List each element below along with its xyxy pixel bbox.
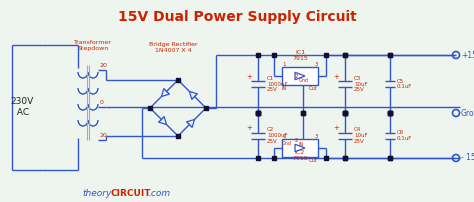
Text: Gnd: Gnd: [282, 141, 292, 146]
Text: CIRCUIT: CIRCUIT: [111, 188, 152, 198]
Text: - 15V: - 15V: [461, 154, 474, 162]
Text: 1: 1: [282, 62, 285, 67]
Text: Out: Out: [309, 158, 318, 163]
Text: theory: theory: [82, 188, 111, 198]
Text: C5
0.1uF: C5 0.1uF: [397, 79, 412, 89]
Text: Ground: Ground: [461, 108, 474, 118]
Text: +: +: [246, 74, 252, 80]
Text: 3: 3: [315, 134, 318, 139]
Text: 20: 20: [100, 133, 108, 138]
Text: 20: 20: [100, 63, 108, 68]
Bar: [282, 67, 318, 85]
Text: C6
0.1uF: C6 0.1uF: [397, 130, 412, 141]
Text: C3
10uF
25V: C3 10uF 25V: [354, 76, 368, 92]
Polygon shape: [162, 89, 169, 97]
Text: IC1
7915: IC1 7915: [292, 50, 308, 61]
Text: Bridge Rectifier
1N4007 X 4: Bridge Rectifier 1N4007 X 4: [149, 42, 197, 53]
Text: C2
1000uF
25V: C2 1000uF 25V: [267, 127, 288, 144]
Text: +: +: [246, 125, 252, 132]
Text: IC2
7915: IC2 7915: [292, 150, 308, 161]
Text: +: +: [333, 74, 339, 80]
Polygon shape: [187, 120, 194, 127]
Text: +: +: [333, 125, 339, 132]
Polygon shape: [159, 117, 166, 124]
Text: Transformer
Stepdown: Transformer Stepdown: [74, 40, 112, 51]
Text: 15V Dual Power Supply Circuit: 15V Dual Power Supply Circuit: [118, 10, 356, 24]
Text: IN: IN: [299, 142, 304, 147]
Text: 1: 1: [282, 134, 285, 139]
Text: 0: 0: [100, 100, 104, 105]
Text: 2: 2: [294, 74, 298, 79]
Text: C4
10uF
25V: C4 10uF 25V: [354, 127, 368, 144]
Text: IN: IN: [282, 86, 287, 91]
Text: 2: 2: [294, 138, 298, 143]
Text: .com: .com: [148, 188, 170, 198]
Text: C1
1000uF
25V: C1 1000uF 25V: [267, 76, 288, 92]
Text: 3: 3: [315, 62, 318, 67]
Text: 230V
 AC: 230V AC: [10, 97, 34, 117]
Text: Out: Out: [309, 86, 318, 91]
Bar: [282, 139, 318, 157]
Text: +15V: +15V: [461, 50, 474, 60]
Text: Gnd: Gnd: [299, 78, 309, 83]
Polygon shape: [190, 92, 197, 99]
